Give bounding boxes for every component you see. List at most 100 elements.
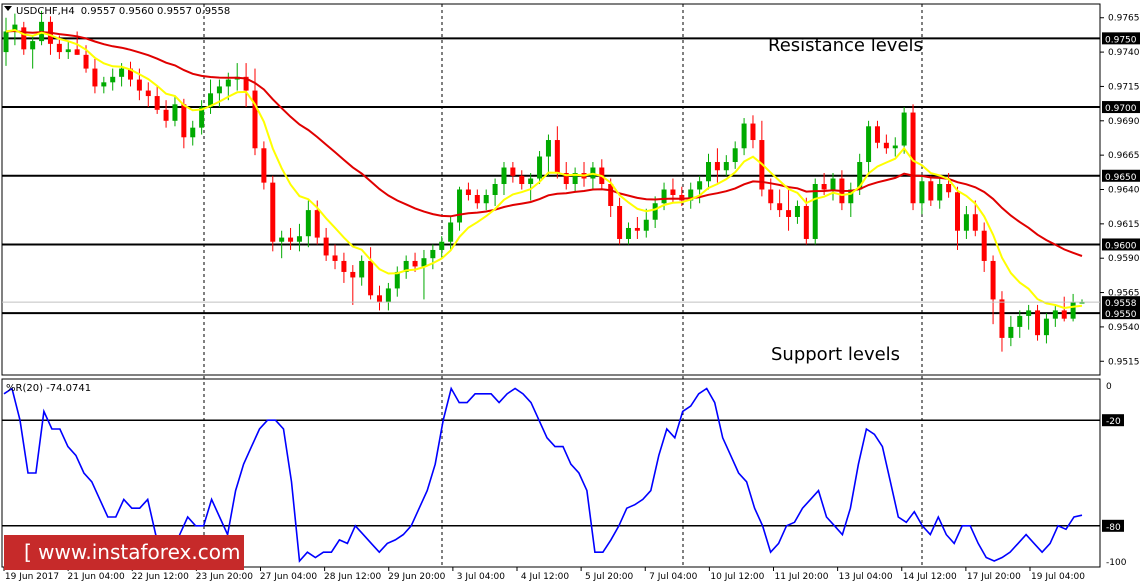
bull-candle — [225, 79, 231, 87]
williams-r-line — [3, 386, 1083, 563]
bear-candle — [750, 123, 756, 141]
level-label: 0.9750 — [1105, 35, 1137, 45]
bear-candle — [368, 260, 374, 296]
bear-candle — [990, 260, 996, 300]
price-tick-label: 0.9515 — [1108, 357, 1140, 367]
bull-candle — [661, 189, 667, 204]
bear-candle — [56, 43, 62, 53]
bear-candle — [679, 194, 685, 201]
chart-header: USDCHF,H4 0.9557 0.9560 0.9557 0.9558 — [16, 6, 230, 17]
bull-candle — [528, 178, 534, 185]
bear-candle — [617, 205, 623, 239]
bear-candle — [323, 237, 329, 256]
bear-candle — [314, 210, 320, 238]
bull-candle — [3, 31, 9, 53]
price-tick-label: 0.9540 — [1108, 323, 1140, 333]
indicator-frame — [1, 378, 1101, 568]
bear-candle — [768, 189, 774, 204]
bull-candle — [172, 104, 178, 121]
bear-candle — [786, 210, 792, 217]
time-axis-label: 19 Jul 04:00 — [1031, 572, 1085, 582]
time-axis-label: 11 Jul 20:00 — [775, 572, 829, 582]
bull-candle — [385, 288, 391, 303]
time-axis-label: 13 Jul 04:00 — [839, 572, 893, 582]
chevron-down-icon[interactable] — [4, 6, 12, 11]
price-tick-label: 0.9765 — [1108, 14, 1140, 24]
bull-candle — [199, 107, 205, 128]
bull-candle — [706, 162, 712, 182]
bull-candle — [963, 214, 969, 231]
time-axis-label: 7 Jul 04:00 — [649, 572, 698, 582]
bull-candle — [110, 76, 116, 83]
level-label-box — [1102, 101, 1140, 114]
bull-candle — [1017, 315, 1023, 327]
indicator-level-box — [1102, 414, 1124, 427]
price-tick-label: 0.9565 — [1108, 289, 1140, 299]
bear-candle — [21, 27, 27, 50]
bull-candle — [421, 258, 427, 267]
bear-candle — [519, 175, 525, 185]
indicator-tick-label: -80 — [1106, 523, 1121, 533]
bear-candle — [563, 173, 569, 185]
bull-candle — [403, 260, 409, 272]
price-tick-label: 0.9690 — [1108, 117, 1140, 127]
bull-candle — [430, 249, 436, 259]
bull-candle — [545, 140, 551, 157]
level-label: 0.9600 — [1105, 241, 1137, 251]
bear-candle — [474, 194, 480, 204]
bull-candle — [723, 162, 729, 171]
bear-candle — [554, 140, 560, 174]
watermark-text: [ www.instaforex.com ] — [24, 540, 255, 564]
bear-candle — [803, 205, 809, 239]
bull-candle — [1052, 310, 1058, 319]
bull-candle — [1079, 302, 1085, 304]
bear-candle — [634, 227, 640, 231]
bear-candle — [981, 230, 987, 261]
bear-candle — [74, 49, 80, 55]
resistance-annotation: Resistance levels — [768, 35, 923, 56]
price-panel: 0.9765 0.9740 0.9715 0.9690 0.9665 0.9640 0.96… — [1, 3, 1140, 567]
level-label-box — [1102, 32, 1140, 45]
time-axis-label: 17 Jul 20:00 — [967, 572, 1021, 582]
bear-candle — [465, 189, 471, 195]
bull-candle — [848, 189, 854, 204]
bear-candle — [136, 79, 142, 91]
time-axis-label: 19 Jun 2017 — [5, 572, 59, 582]
bear-candle — [608, 184, 614, 206]
level-label-box — [1102, 238, 1140, 251]
bear-candle — [261, 148, 267, 183]
bear-candle — [350, 271, 356, 278]
bull-candle — [483, 194, 489, 204]
bear-candle — [510, 167, 516, 176]
time-axis-label: 27 Jun 04:00 — [260, 572, 317, 582]
bull-candle — [30, 41, 36, 50]
time-axis: 19 Jun 2017 21 Jun 04:00 22 Jun 12:00 23 Ju… — [3, 567, 1085, 582]
bull-candle — [279, 237, 285, 242]
bull-candle — [688, 189, 694, 201]
bear-candle — [332, 255, 338, 261]
indicator-tick-label: -100 — [1106, 558, 1127, 568]
time-axis-label: 14 Jul 12:00 — [903, 572, 957, 582]
bear-candle — [883, 142, 889, 149]
bull-candle — [572, 173, 578, 185]
bear-candle — [1035, 310, 1041, 336]
bear-candle — [270, 182, 276, 242]
bull-candle — [12, 24, 18, 32]
level-label-box — [1102, 307, 1140, 320]
indicator-tick-label: 0 — [1106, 382, 1112, 392]
bull-candle — [190, 127, 196, 138]
time-axis-label: 3 Jul 04:00 — [457, 572, 506, 582]
price-tick-label: 0.9590 — [1108, 254, 1140, 264]
bear-candle — [972, 214, 978, 231]
bull-candle — [892, 145, 898, 149]
bear-candle — [670, 189, 676, 195]
price-tick-label: 0.9615 — [1108, 220, 1140, 230]
time-axis-label: 10 Jul 12:00 — [710, 572, 764, 582]
price-tick-label: 0.9715 — [1108, 82, 1140, 92]
bear-candle — [127, 68, 133, 80]
symbol-label: USDCHF,H4 — [16, 6, 75, 17]
current-price-label: 0.9558 — [1105, 299, 1137, 309]
bear-candle — [821, 184, 827, 190]
bull-candle — [537, 156, 543, 179]
